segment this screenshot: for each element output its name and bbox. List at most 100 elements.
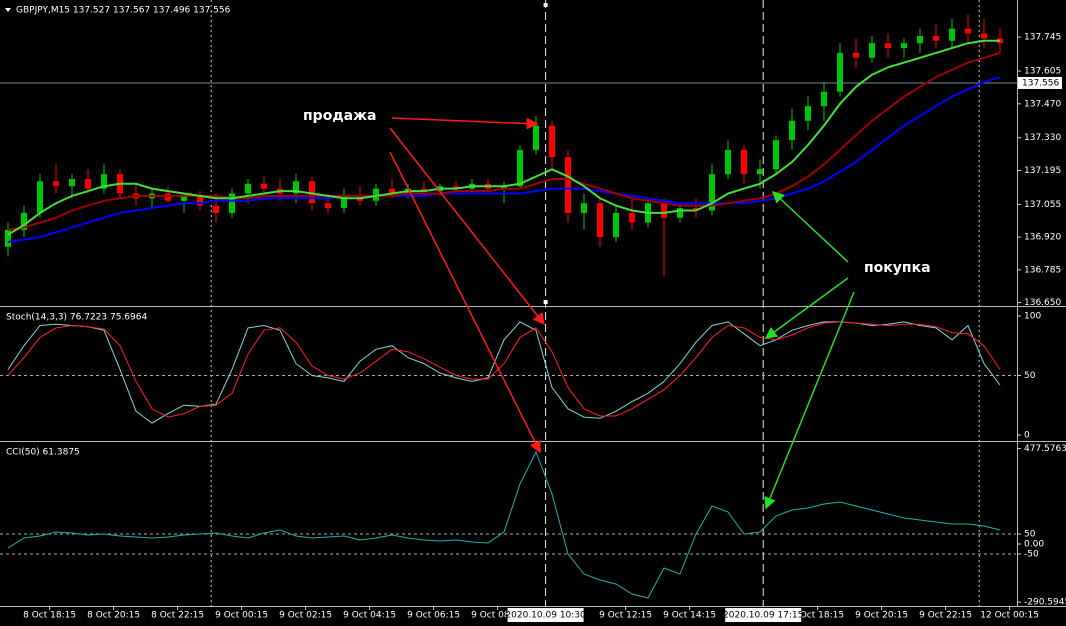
y-tick-label: 50	[1024, 530, 1036, 540]
y-tick-label: 477.5763	[1024, 444, 1066, 454]
indicator-line	[7, 39, 1000, 236]
x-tick-label: 9 Oct 12:15	[599, 611, 652, 621]
annotation-arrow	[391, 117, 539, 130]
indicator-line	[7, 450, 1001, 599]
y-tick-label: -50	[1024, 550, 1039, 560]
candle-body	[901, 43, 907, 49]
candle-body	[837, 52, 843, 92]
candle-body	[101, 174, 107, 189]
annotation-arrow	[389, 151, 541, 454]
crosshair-handle	[543, 3, 548, 7]
y-tick-label: 100	[1024, 311, 1041, 321]
candle-body	[821, 91, 827, 107]
highlight-label: 2020.10.09 17:15	[723, 611, 803, 621]
menu-triangle[interactable]	[5, 8, 11, 12]
candle-body	[37, 181, 43, 213]
crosshair-handle	[543, 300, 548, 304]
candle-body	[5, 229, 11, 247]
candle-body	[421, 188, 427, 192]
y-tick-label: 50	[1024, 371, 1036, 381]
candle-body	[981, 33, 987, 39]
candle-body	[533, 125, 539, 150]
candle-body	[757, 169, 763, 175]
candle-body	[869, 43, 875, 58]
x-tick-label: 8 Oct 22:15	[151, 611, 204, 621]
y-tick-label: 137.055	[1024, 200, 1061, 210]
symbol-header: GBPJPY,M15 137.527 137.567 137.496 137.5…	[16, 6, 231, 16]
candle-body	[949, 28, 955, 41]
y-tick-label: 137.605	[1024, 67, 1061, 77]
candle-body	[549, 125, 555, 158]
candle-body	[293, 181, 299, 194]
annotation-arrow	[771, 190, 849, 263]
candle-body	[453, 186, 459, 189]
candle-body	[885, 43, 891, 49]
highlight-box	[725, 608, 802, 622]
candle-body	[597, 203, 603, 238]
candle-body	[709, 174, 715, 211]
annotation-arrow	[389, 127, 545, 326]
candle-body	[661, 203, 667, 218]
x-tick-label: 9 Oct 06:15	[407, 611, 460, 621]
y-tick-label: 137.330	[1024, 133, 1061, 143]
indicator-title: Stoch(14,3,3) 76.7223 75.6964	[6, 313, 147, 323]
candle-body	[229, 193, 235, 213]
candle-body	[517, 149, 523, 187]
indicator-line	[7, 76, 1001, 243]
x-tick-label: 9 Oct 18:15	[791, 611, 844, 621]
candle-body	[629, 212, 635, 223]
candle-body	[245, 183, 251, 194]
x-tick-label: 9 Oct 02:15	[279, 611, 332, 621]
candle-body	[181, 195, 187, 201]
y-tick-label: 136.650	[1024, 298, 1061, 308]
y-tick-label: 0.00	[1024, 540, 1044, 550]
y-tick-label: 137.745	[1024, 33, 1061, 43]
candle-body	[165, 193, 171, 201]
y-tick-label: 136.920	[1024, 233, 1061, 243]
candle-body	[309, 181, 315, 204]
y-tick-label: 137.470	[1024, 99, 1061, 109]
candle-body	[565, 157, 571, 213]
candle-body	[773, 140, 779, 170]
candle-body	[373, 188, 379, 201]
candle-body	[213, 205, 219, 213]
x-tick-label: 9 Oct 22:15	[919, 611, 972, 621]
candle-body	[917, 35, 923, 44]
candle-body	[325, 203, 331, 209]
price-label: 137.556	[1022, 78, 1059, 88]
candle-body	[21, 212, 27, 230]
annotation-arrow	[764, 291, 855, 510]
candle-body	[693, 208, 699, 211]
x-tick-label: 8 Oct 18:15	[23, 611, 76, 621]
annotation: продажа	[303, 108, 376, 124]
annotation: покупка	[864, 260, 931, 276]
candle-body	[677, 208, 683, 218]
indicator-line	[7, 321, 1001, 418]
candle-body	[53, 181, 59, 187]
candle-body	[789, 120, 795, 141]
x-tick-label: 9 Oct 20:15	[855, 611, 908, 621]
price-label-box	[1018, 76, 1062, 89]
y-tick-label: -290.5945	[1024, 598, 1066, 608]
indicator-title: CCI(50) 61.3875	[6, 448, 80, 458]
highlight-box	[507, 608, 584, 622]
candle-body	[197, 195, 203, 206]
x-tick-label: 9 Oct 14:15	[663, 611, 716, 621]
x-tick-label: 8 Oct 20:15	[87, 611, 140, 621]
candle-body	[581, 203, 587, 213]
y-tick-label: 136.785	[1024, 265, 1061, 275]
candle-body	[613, 212, 619, 238]
annotation-arrow	[764, 277, 849, 339]
y-tick-label: 137.195	[1024, 166, 1061, 176]
candle-body	[389, 188, 395, 194]
candle-body	[501, 186, 507, 189]
candle-body	[805, 106, 811, 121]
candle-body	[69, 178, 75, 187]
candle-body	[933, 35, 939, 41]
candle-body	[965, 28, 971, 34]
candle-body	[741, 149, 747, 175]
x-tick-label: 9 Oct 04:15	[343, 611, 396, 621]
x-tick-label: 12 Oct 00:15	[980, 611, 1039, 621]
